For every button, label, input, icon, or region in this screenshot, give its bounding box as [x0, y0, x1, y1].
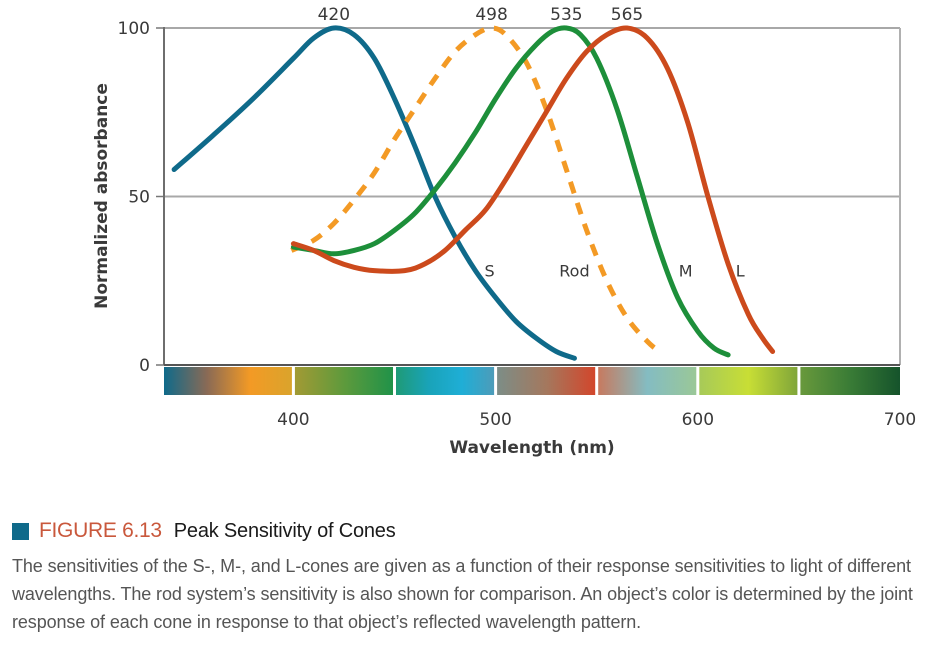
- spectrum-segment: [495, 367, 597, 395]
- caption-header: FIGURE 6.13 Peak Sensitivity of Cones: [12, 516, 947, 546]
- absorbance-chart: 0 50 100 400 500 600 700 S Rod M L 420 498 535 565 No…: [92, 5, 917, 458]
- figure-number: FIGURE 6.13: [39, 519, 162, 542]
- spectrum-bar: [164, 367, 900, 395]
- series-line-s: [171, 25, 577, 361]
- figure-caption: FIGURE 6.13 Peak Sensitivity of Cones Th…: [12, 516, 947, 636]
- series-line-rod: [290, 25, 661, 354]
- curve-label-s: S: [484, 262, 494, 281]
- figure-description: The sensitivities of the S-, M-, and L-c…: [12, 556, 913, 632]
- spectrum-segment: [293, 367, 395, 395]
- series-line-l: [290, 25, 776, 355]
- peak-label-535: 535: [550, 5, 582, 25]
- peak-label-498: 498: [475, 5, 507, 25]
- series-line-m: [290, 25, 731, 358]
- y-tick-label: 0: [139, 356, 150, 376]
- spectrum-segment: [394, 367, 496, 395]
- spectrum-segment: [164, 367, 294, 395]
- y-tick-label: 50: [128, 188, 150, 208]
- curve-label-m: M: [679, 262, 693, 281]
- peak-label-565: 565: [611, 5, 643, 25]
- series-layer: [171, 25, 776, 361]
- x-tick-label: 600: [682, 410, 714, 430]
- spectrum-segment: [596, 367, 698, 395]
- figure-title: Peak Sensitivity of Cones: [173, 519, 396, 542]
- axes-layer: 0 50 100 400 500 600 700: [118, 19, 917, 430]
- peak-label-420: 420: [318, 5, 350, 25]
- curve-label-rod: Rod: [559, 262, 589, 281]
- label-layer: S Rod M L 420 498 535 565: [318, 5, 745, 281]
- y-tick-label: 100: [118, 19, 150, 39]
- y-axis-title: Normalized absorbance: [92, 83, 112, 309]
- curve-label-l: L: [736, 262, 745, 281]
- caption-marker-icon: [12, 522, 29, 540]
- x-tick-label: 400: [277, 410, 309, 430]
- grid-layer: [164, 27, 901, 365]
- x-tick-label: 500: [479, 410, 511, 430]
- spectrum-segment: [798, 367, 900, 395]
- x-axis-title: Wavelength (nm): [449, 438, 614, 458]
- spectrum-segment: [697, 367, 799, 395]
- x-tick-label: 700: [884, 410, 916, 430]
